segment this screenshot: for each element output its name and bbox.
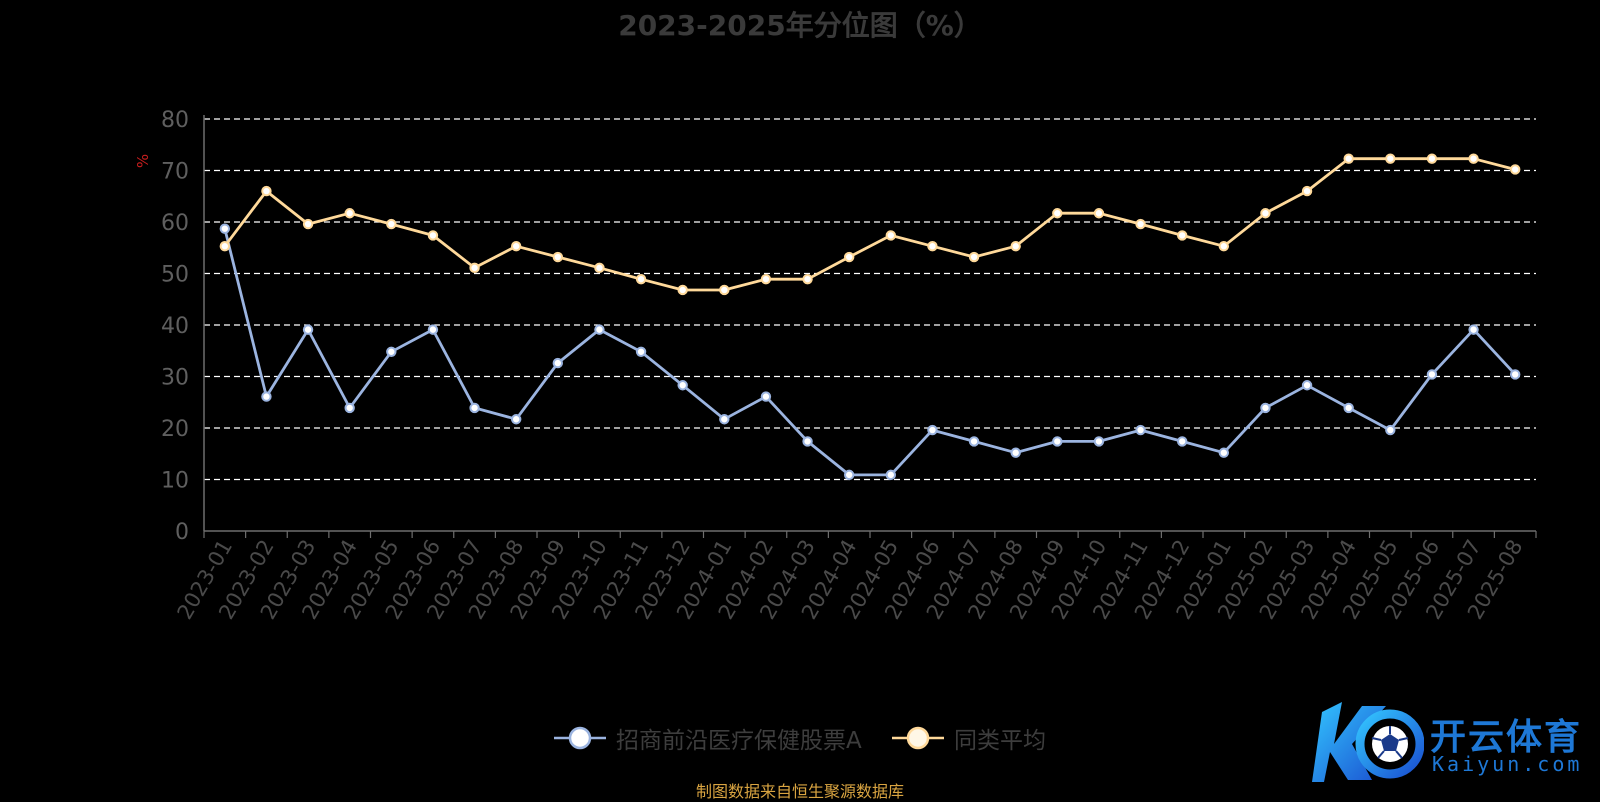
series-point-1 <box>1135 218 1146 230</box>
series-point-1 <box>1343 153 1354 164</box>
series-point-0 <box>719 414 730 425</box>
series-point-0 <box>1093 436 1105 447</box>
series-point-0 <box>219 223 231 234</box>
series-point-1 <box>843 251 855 263</box>
series-line-1 <box>223 157 1516 292</box>
series-point-0 <box>1509 369 1521 380</box>
series-point-0 <box>552 357 564 369</box>
series-point-1 <box>1426 153 1438 164</box>
series-point-1 <box>510 241 522 252</box>
y-tick-label: 0 <box>175 520 189 545</box>
y-tick-label: 70 <box>161 160 189 185</box>
series-point-0 <box>927 424 938 436</box>
chart-legend: 招商前沿医疗保健股票A 同类平均 <box>0 718 1600 758</box>
series-point-1 <box>760 273 772 285</box>
series-point-1 <box>469 262 480 274</box>
series-point-1 <box>1509 164 1521 175</box>
series-point-1 <box>635 273 647 285</box>
y-tick-label: 40 <box>161 314 189 339</box>
series-point-0 <box>885 469 897 481</box>
legend-swatch-fund <box>554 726 606 750</box>
series-point-0 <box>1468 324 1479 335</box>
series-point-0 <box>1218 447 1230 458</box>
y-tick-label: 60 <box>161 211 189 236</box>
series-line-0 <box>223 228 1517 477</box>
series-point-0 <box>760 391 772 402</box>
legend-label-fund: 招商前沿医疗保健股票A <box>616 728 862 754</box>
series-point-1 <box>1052 208 1063 219</box>
y-tick-label: 10 <box>161 469 189 494</box>
series-point-0 <box>968 436 980 447</box>
legend-swatch-average <box>892 726 944 750</box>
series-point-1 <box>802 273 813 285</box>
series-point-1 <box>427 230 439 241</box>
series-point-1 <box>219 241 231 252</box>
legend-label-average: 同类平均 <box>954 728 1046 754</box>
series-point-0 <box>386 346 397 357</box>
watermark-logo: 开云体育 Kaiyun.com <box>1312 698 1592 788</box>
series-point-1 <box>968 251 980 263</box>
series-point-1 <box>1218 241 1230 252</box>
series-point-1 <box>344 208 355 219</box>
series-point-1 <box>927 241 938 252</box>
series-point-0 <box>1301 380 1313 391</box>
legend-item-average[interactable]: 同类平均 <box>890 718 1046 758</box>
chart-title: 2023-2025年分位图（%） <box>618 9 982 42</box>
series-point-0 <box>469 402 480 414</box>
y-tick-label: 50 <box>161 263 189 288</box>
series-point-0 <box>1010 447 1021 458</box>
source-note: 制图数据来自恒生聚源数据库 <box>695 782 904 801</box>
series-point-1 <box>719 284 730 296</box>
watermark-subtext: Kaiyun.com <box>1432 752 1583 776</box>
y-tick-label: 20 <box>161 417 189 442</box>
series-point-0 <box>677 380 688 391</box>
series-point-0 <box>344 402 355 414</box>
series-point-0 <box>1343 402 1354 414</box>
series-point-1 <box>1093 208 1105 219</box>
series-point-0 <box>1176 436 1188 447</box>
legend-item-fund[interactable]: 招商前沿医疗保健股票A <box>552 718 862 758</box>
series-point-1 <box>594 262 605 274</box>
series-point-0 <box>1426 369 1438 380</box>
series-point-1 <box>1468 153 1479 164</box>
series-point-0 <box>1052 436 1063 447</box>
series-point-1 <box>552 251 564 263</box>
series-point-0 <box>1385 424 1396 436</box>
series-point-0 <box>510 414 522 425</box>
series-point-0 <box>1260 402 1271 414</box>
series-point-1 <box>1010 241 1021 252</box>
series-point-1 <box>1385 153 1396 164</box>
series-point-1 <box>885 230 897 241</box>
series-point-1 <box>1260 208 1271 219</box>
series-point-0 <box>594 324 605 335</box>
soccer-ball-logo-icon <box>1312 702 1425 782</box>
series-point-1 <box>1176 230 1188 241</box>
series-point-0 <box>802 436 813 447</box>
series-point-1 <box>1301 185 1313 197</box>
series-point-1 <box>302 218 314 230</box>
series-point-0 <box>302 324 314 335</box>
watermark-text: 开云体育 <box>1430 717 1583 758</box>
series-point-1 <box>677 284 688 296</box>
y-tick-label: 80 <box>161 108 189 133</box>
series-point-0 <box>635 346 647 357</box>
series-point-0 <box>427 324 439 335</box>
series-point-0 <box>261 391 272 402</box>
y-axis-unit-label: % <box>134 154 152 168</box>
series-point-0 <box>1135 424 1146 436</box>
series-point-1 <box>261 185 272 197</box>
y-tick-label: 30 <box>161 366 189 391</box>
series-point-1 <box>386 218 397 230</box>
series-point-0 <box>843 469 855 481</box>
